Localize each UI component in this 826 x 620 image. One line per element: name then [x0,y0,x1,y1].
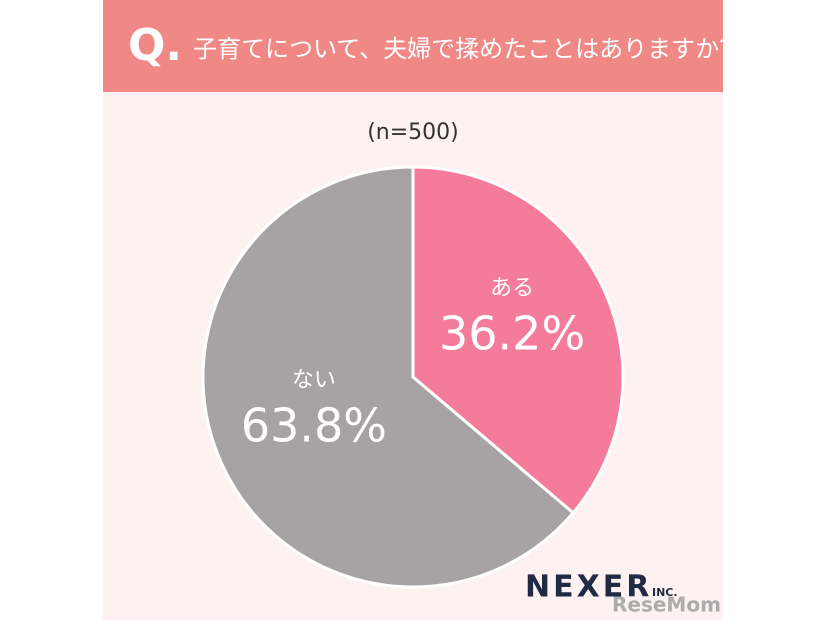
subtitle: (n=500) [367,120,459,145]
logo: NEXER [525,570,652,605]
value-label: 36.2% [439,307,585,361]
slice-label: ない [292,368,336,393]
chart-title: 子育てについて、夫婦で揉めたことはありますか？ [193,35,743,63]
pie-slice [201,165,576,589]
pie-slice [411,165,625,515]
header [103,0,723,92]
logo-suffix: INC. [652,586,678,599]
slice-label: ある [490,276,534,301]
watermark: ReseMom [612,593,721,617]
value-label: 63.8% [241,398,387,452]
question-mark: Q. [128,20,182,71]
